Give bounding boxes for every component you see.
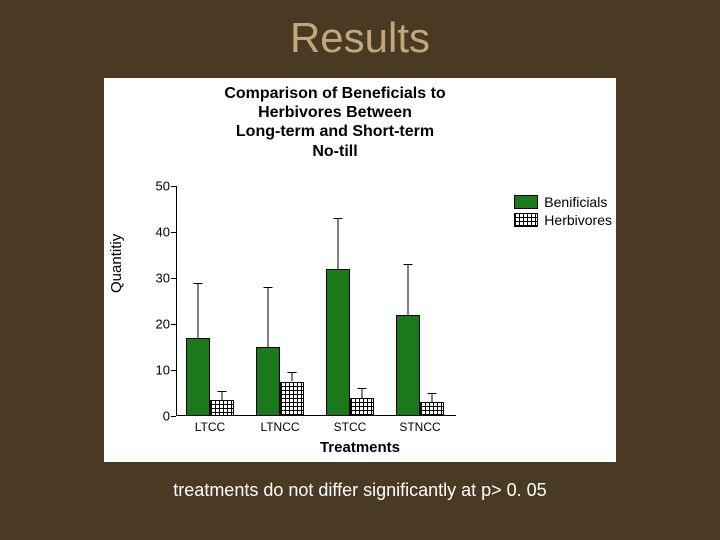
error-bar (222, 391, 223, 400)
legend-label: Herbivores (544, 212, 612, 228)
error-bar (292, 372, 293, 381)
legend-item: Benificials (514, 194, 612, 210)
chart-title-line: Comparison of Beneficials to (224, 85, 445, 102)
legend-swatch-icon (514, 213, 538, 227)
error-bar (362, 388, 363, 397)
footnote: treatments do not differ significantly a… (0, 480, 720, 501)
y-axis-label: Quantitiy (108, 234, 125, 293)
bar (256, 347, 280, 416)
xtick-label: LTNCC (260, 420, 299, 434)
x-axis-label: Treatments (104, 439, 616, 456)
error-cap (194, 283, 203, 284)
legend-item: Herbivores (514, 212, 612, 228)
chart-panel: Comparison of Beneficials to Herbivores … (104, 78, 616, 462)
error-bar (432, 393, 433, 402)
error-bar (408, 264, 409, 315)
error-cap (334, 218, 343, 219)
error-cap (404, 264, 413, 265)
ytick-mark (171, 324, 176, 325)
xtick-label: LTCC (195, 420, 225, 434)
ytick-mark (171, 278, 176, 279)
chart-title-line: Long-term and Short-term (236, 123, 434, 140)
ytick-label: 10 (140, 363, 170, 378)
ytick-label: 0 (140, 409, 170, 424)
xtick-label: STNCC (399, 420, 440, 434)
error-bar (198, 283, 199, 338)
slide: Results Comparison of Beneficials to Her… (0, 0, 720, 540)
legend-label: Benificials (544, 194, 607, 210)
ytick-label: 40 (140, 225, 170, 240)
bar (350, 398, 374, 416)
ytick-mark (171, 370, 176, 371)
chart-title-line: Herbivores Between (258, 104, 412, 121)
legend: Benificials Herbivores (514, 194, 612, 230)
bar (420, 402, 444, 416)
error-bar (338, 218, 339, 269)
bar (210, 400, 234, 416)
bar (396, 315, 420, 416)
chart-title: Comparison of Beneficials to Herbivores … (174, 84, 496, 161)
plot-area: LTCCLTNCCSTCCSTNCC (176, 186, 456, 416)
legend-swatch-icon (514, 195, 538, 209)
error-cap (218, 391, 227, 392)
error-cap (428, 393, 437, 394)
y-axis (176, 186, 177, 416)
chart-title-line: No-till (312, 143, 357, 160)
ytick-label: 20 (140, 317, 170, 332)
ytick-mark (171, 232, 176, 233)
bar (186, 338, 210, 416)
error-cap (288, 372, 297, 373)
slide-title: Results (0, 14, 720, 62)
ytick-mark (171, 186, 176, 187)
ytick-label: 50 (140, 179, 170, 194)
error-cap (358, 388, 367, 389)
bar (326, 269, 350, 416)
error-cap (264, 287, 273, 288)
error-bar (268, 287, 269, 347)
ytick-mark (171, 416, 176, 417)
xtick-label: STCC (334, 420, 367, 434)
bar (280, 382, 304, 417)
ytick-label: 30 (140, 271, 170, 286)
